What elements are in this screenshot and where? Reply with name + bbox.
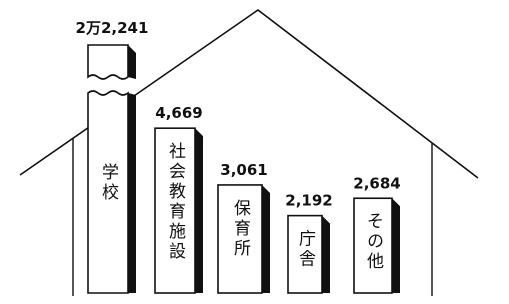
bar: [88, 45, 128, 79]
category-label: 社会教育施設: [165, 142, 186, 262]
chart: 2万2,241 学校 4,669 社会教育施設 3,061 保育所 2,192 庁舎 2,684…: [0, 0, 509, 304]
value-label: 2,192: [285, 192, 332, 210]
value-label: 4,669: [155, 104, 202, 122]
value-label: 2万2,241: [76, 19, 149, 37]
bar-side: [128, 45, 136, 79]
bar-side: [195, 128, 203, 293]
value-label: 3,061: [220, 161, 267, 179]
bar-side: [392, 198, 400, 293]
category-label: 庁舎: [295, 230, 316, 270]
value-label: 2,684: [353, 174, 400, 192]
bar-side: [322, 216, 330, 293]
bar-side: [262, 185, 270, 293]
category-label: その他: [363, 212, 384, 272]
category-label: 保育所: [230, 199, 251, 259]
category-label: 学校: [98, 163, 119, 203]
bar-side: [128, 93, 136, 293]
